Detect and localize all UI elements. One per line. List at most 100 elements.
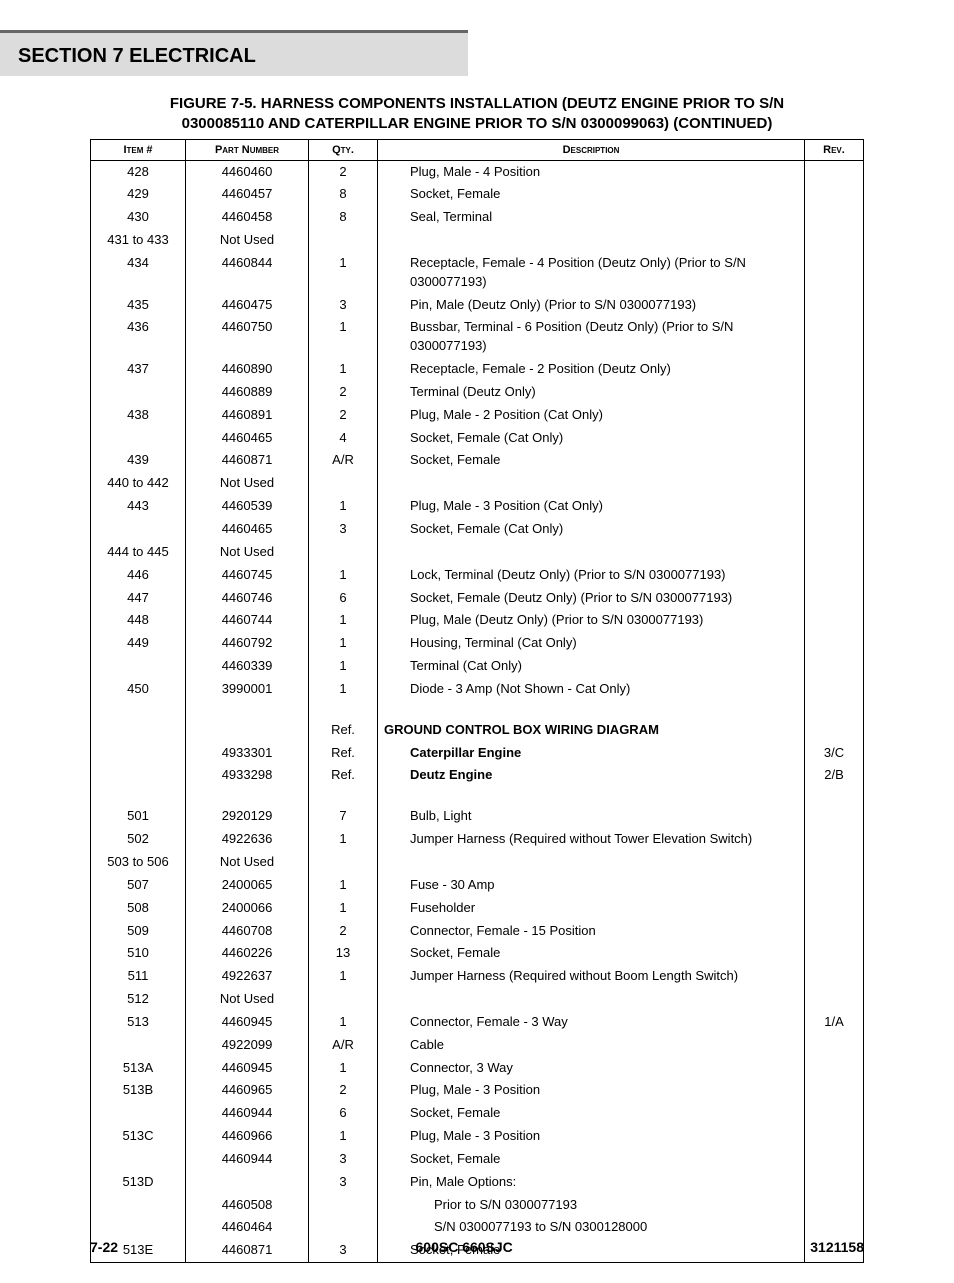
cell-part: 4933301 xyxy=(186,742,309,765)
cell-rev xyxy=(805,252,864,294)
cell-qty xyxy=(309,229,378,252)
cell-desc xyxy=(378,541,805,564)
section-title: SECTION 7 ELECTRICAL xyxy=(18,45,468,68)
section-header-bar: SECTION 7 ELECTRICAL xyxy=(0,30,468,76)
cell-item: 513D xyxy=(91,1171,186,1194)
cell-item: 443 xyxy=(91,495,186,518)
cell-rev xyxy=(805,358,864,381)
cell-item: 513C xyxy=(91,1125,186,1148)
header-qty: Qty. xyxy=(309,139,378,160)
cell-item xyxy=(91,655,186,678)
table-row: 4933301Ref.Caterpillar Engine3/C xyxy=(91,742,864,765)
table-row: 44609446Socket, Female xyxy=(91,1102,864,1125)
cell-qty: 1 xyxy=(309,897,378,920)
cell-part: 4460745 xyxy=(186,564,309,587)
cell-rev xyxy=(805,1034,864,1057)
cell-rev: 3/C xyxy=(805,742,864,765)
cell-item xyxy=(91,1216,186,1239)
cell-item: 435 xyxy=(91,294,186,317)
cell-qty: 1 xyxy=(309,1011,378,1034)
cell-qty xyxy=(309,541,378,564)
cell-qty: 2 xyxy=(309,920,378,943)
table-row: 4933298Ref.Deutz Engine2/B xyxy=(91,764,864,787)
cell-part: Not Used xyxy=(186,229,309,252)
cell-qty xyxy=(309,472,378,495)
cell-rev xyxy=(805,449,864,472)
cell-part: 4460539 xyxy=(186,495,309,518)
cell-desc: S/N 0300077193 to S/N 0300128000 xyxy=(378,1216,805,1239)
cell-desc: Prior to S/N 0300077193 xyxy=(378,1194,805,1217)
cell-desc xyxy=(378,229,805,252)
cell-part: 4922637 xyxy=(186,965,309,988)
cell-rev xyxy=(805,1148,864,1171)
cell-item: 444 to 445 xyxy=(91,541,186,564)
cell-qty: 3 xyxy=(309,518,378,541)
cell-part: 4933298 xyxy=(186,764,309,787)
cell-part: 4460457 xyxy=(186,183,309,206)
cell-qty: 1 xyxy=(309,1057,378,1080)
cell-item xyxy=(91,1034,186,1057)
cell-rev xyxy=(805,206,864,229)
table-row: 45039900011Diode - 3 Amp (Not Shown - Ca… xyxy=(91,678,864,701)
cell-item: 503 to 506 xyxy=(91,851,186,874)
figure-title: FIGURE 7-5. HARNESS COMPONENTS INSTALLAT… xyxy=(90,94,864,135)
cell-desc: Plug, Male - 4 Position xyxy=(378,160,805,183)
cell-rev xyxy=(805,942,864,965)
cell-item: 508 xyxy=(91,897,186,920)
cell-part: 4460844 xyxy=(186,252,309,294)
table-row: 42844604602Plug, Male - 4 Position xyxy=(91,160,864,183)
figure-title-line2: 0300085110 AND CATERPILLAR ENGINE PRIOR … xyxy=(182,115,773,132)
cell-rev xyxy=(805,1079,864,1102)
table-row: 510446022613Socket, Female xyxy=(91,942,864,965)
cell-desc: Socket, Female (Deutz Only) (Prior to S/… xyxy=(378,587,805,610)
cell-part: 4460945 xyxy=(186,1057,309,1080)
cell-item xyxy=(91,719,186,742)
cell-part: 2920129 xyxy=(186,805,309,828)
cell-rev xyxy=(805,1216,864,1239)
cell-qty: A/R xyxy=(309,449,378,472)
table-row: 43444608441Receptacle, Female - 4 Positi… xyxy=(91,252,864,294)
cell-qty xyxy=(309,988,378,1011)
cell-part: 2400065 xyxy=(186,874,309,897)
table-row: 44608892Terminal (Deutz Only) xyxy=(91,381,864,404)
cell-part: 4460746 xyxy=(186,587,309,610)
footer-right: 3121158 xyxy=(810,1239,864,1255)
cell-rev xyxy=(805,897,864,920)
cell-part: 4460966 xyxy=(186,1125,309,1148)
cell-rev xyxy=(805,427,864,450)
header-item: Item # xyxy=(91,139,186,160)
cell-rev xyxy=(805,183,864,206)
table-row: 44609443Socket, Female xyxy=(91,1148,864,1171)
cell-desc xyxy=(378,851,805,874)
cell-desc: Terminal (Cat Only) xyxy=(378,655,805,678)
table-row: 440 to 442Not Used xyxy=(91,472,864,495)
page: SECTION 7 ELECTRICAL FIGURE 7-5. HARNESS… xyxy=(0,0,954,1283)
cell-item: 436 xyxy=(91,316,186,358)
table-row: 4394460871A/RSocket, Female xyxy=(91,449,864,472)
table-row: 44644607451Lock, Terminal (Deutz Only) (… xyxy=(91,564,864,587)
cell-rev xyxy=(805,381,864,404)
cell-qty: 1 xyxy=(309,655,378,678)
parts-table: Item # Part Number Qty. Description Rev.… xyxy=(90,139,864,1264)
cell-item xyxy=(91,427,186,450)
cell-rev xyxy=(805,1057,864,1080)
table-body: 42844604602Plug, Male - 4 Position429446… xyxy=(91,160,864,1263)
table-row: 44604654Socket, Female (Cat Only) xyxy=(91,427,864,450)
table-row: 513A44609451Connector, 3 Way xyxy=(91,1057,864,1080)
cell-qty: 3 xyxy=(309,1148,378,1171)
cell-item: 434 xyxy=(91,252,186,294)
table-row: 43844608912Plug, Male - 2 Position (Cat … xyxy=(91,404,864,427)
cell-part: 4460890 xyxy=(186,358,309,381)
cell-rev xyxy=(805,920,864,943)
table-header-row: Item # Part Number Qty. Description Rev. xyxy=(91,139,864,160)
cell-qty: 7 xyxy=(309,805,378,828)
table-row: 50249226361Jumper Harness (Required with… xyxy=(91,828,864,851)
header-rev: Rev. xyxy=(805,139,864,160)
cell-qty: 8 xyxy=(309,206,378,229)
cell-desc: Caterpillar Engine xyxy=(378,742,805,765)
cell-item: 512 xyxy=(91,988,186,1011)
table-row: 513D3Pin, Male Options: xyxy=(91,1171,864,1194)
cell-desc: Cable xyxy=(378,1034,805,1057)
cell-qty: 1 xyxy=(309,252,378,294)
cell-rev xyxy=(805,564,864,587)
